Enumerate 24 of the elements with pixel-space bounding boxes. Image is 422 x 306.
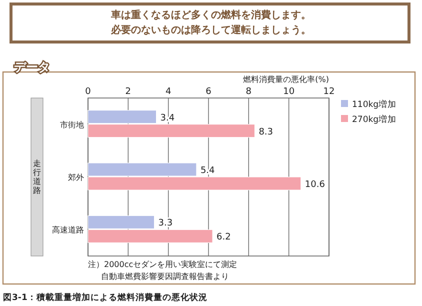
x-tick-label: 0 [85,87,92,97]
x-axis-title: 燃料消費量の悪化率(%) [243,75,329,84]
caption: 図3-1：積載重量増加による燃料消費量の悪化状況 [3,291,208,303]
chart-subtitle: データ [14,60,50,74]
data-label: 10.6 [304,180,326,190]
legend-label: 270kg増加 [352,114,397,125]
x-tick-label: 2 [125,87,132,97]
x-tick-label: 8 [246,87,252,97]
text: 自動車燃費影響要因調査報告書より [101,272,229,281]
data-label: 8.3 [258,127,274,138]
text: 必要のないものは降ろして運転しましょう。 [111,25,311,36]
x-tick-label: 12 [323,87,335,97]
y-axis-title: 走行道路 [33,159,41,195]
x-tick-label: 6 [206,87,212,97]
y-tick-label: 郊外 [68,173,84,182]
text: 注）2000ccセダンを用い実験室にて測定 [88,260,238,269]
data-label: 5.4 [200,166,216,176]
text: 車は重くなるほど多くの燃料を消費します。 [111,10,311,21]
legend-label: 110kg増加 [352,99,397,110]
x-tick-label: 4 [165,87,172,97]
y-tick-label: 高速道路 [52,226,84,235]
data-label: 6.2 [216,232,231,243]
y-tick-label: 市街地 [60,120,84,130]
x-tick-label: 10 [283,87,295,97]
